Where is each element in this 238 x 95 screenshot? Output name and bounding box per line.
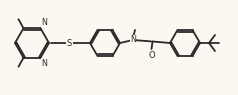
Text: N: N: [130, 36, 136, 44]
Text: N: N: [41, 59, 47, 68]
Text: O: O: [148, 51, 155, 59]
Text: N: N: [41, 18, 47, 27]
Text: S: S: [67, 38, 72, 48]
